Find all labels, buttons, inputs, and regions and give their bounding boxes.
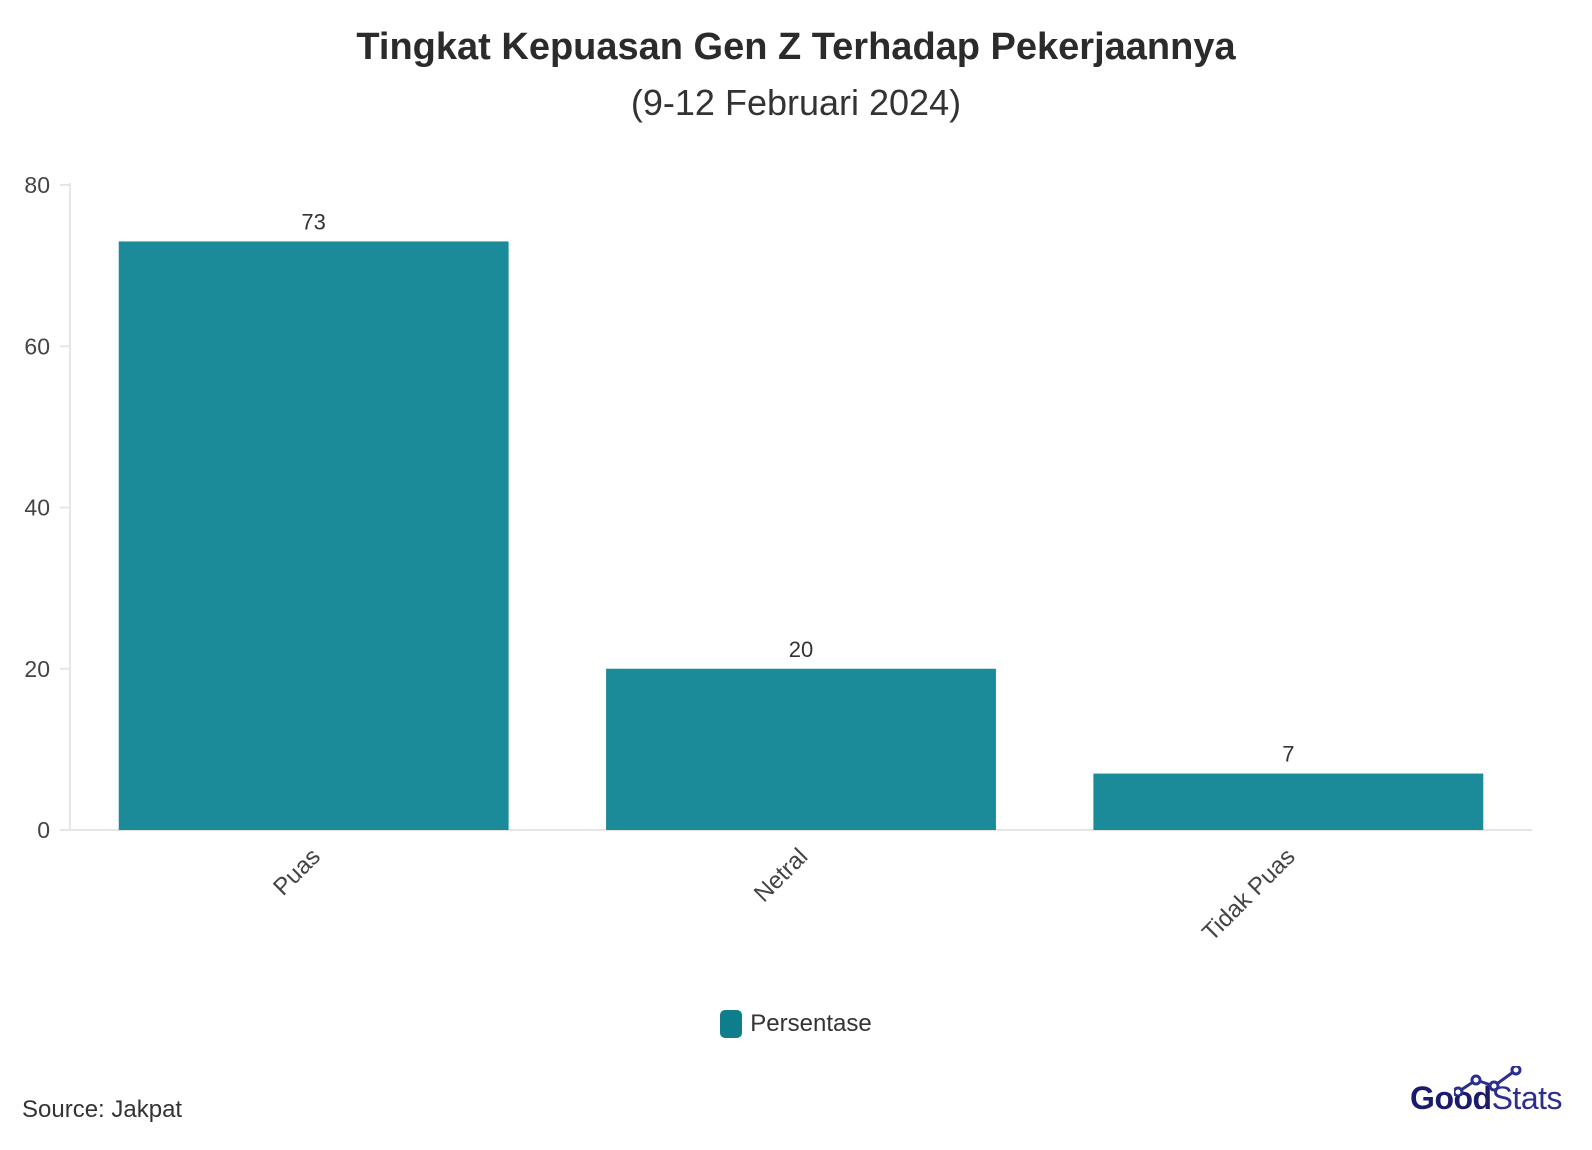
data-label: 7 — [1282, 742, 1294, 767]
y-tick-label: 60 — [24, 333, 50, 359]
x-tick-label: Tidak Puas — [1197, 843, 1300, 946]
x-tick-label: Netral — [749, 843, 813, 907]
y-tick-label: 20 — [24, 656, 50, 682]
bar-netral[interactable] — [606, 668, 996, 830]
legend[interactable]: Persentase — [0, 1010, 1592, 1038]
source-note: Source: Jakpat — [22, 1096, 183, 1123]
bar-tidak-puas[interactable] — [1093, 773, 1484, 830]
goodstats-logo: GoodStats — [1410, 1066, 1563, 1117]
data-label: 73 — [301, 209, 325, 234]
y-tick-label: 40 — [24, 495, 50, 521]
chart-title: Tingkat Kepuasan Gen Z Terhadap Pekerjaa… — [356, 26, 1236, 68]
legend-label: Persentase — [750, 1010, 872, 1037]
bar-chart: 0 20 40 60 80 73 Puas 20 Netral 7 Tidak Puas — [24, 172, 1532, 947]
legend-swatch — [720, 1010, 743, 1038]
y-tick-label: 0 — [37, 817, 50, 843]
x-tick-label: Puas — [268, 843, 326, 901]
connected-dots-chart-icon — [1454, 1066, 1522, 1096]
bar-puas[interactable] — [118, 241, 509, 830]
chart-subtitle: (9-12 Februari 2024) — [630, 82, 962, 123]
data-label: 20 — [789, 637, 813, 662]
brand-stats: Stats — [1491, 1080, 1563, 1116]
brand-good: Good — [1410, 1080, 1492, 1116]
y-tick-label: 80 — [24, 172, 50, 198]
